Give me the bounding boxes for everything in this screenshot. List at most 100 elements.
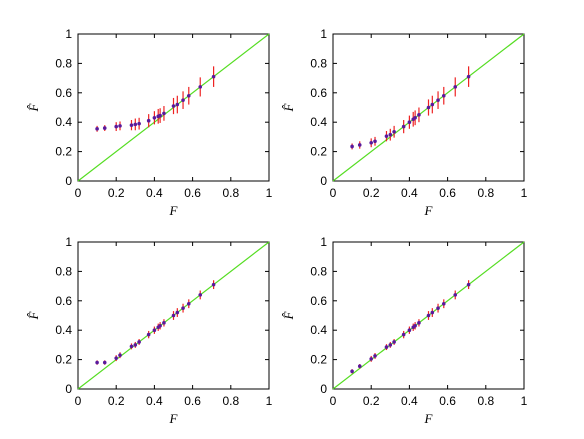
- x-tick-label: 0.8: [222, 394, 239, 408]
- data-point: [453, 85, 458, 89]
- data-point: [158, 113, 162, 118]
- data-point: [392, 340, 396, 344]
- x-axis-label: F: [169, 411, 179, 426]
- data-point: [175, 310, 180, 315]
- x-tick-label: 0: [330, 186, 337, 200]
- x-tick-label: 0.8: [222, 186, 239, 200]
- chart-panel-3: 0 0.2 0.4 0.6 0.8 1 0 0.2 0.4 0.6 0.8 1 F F̂: [26, 235, 273, 426]
- data-point: [413, 115, 417, 120]
- data-point: [430, 310, 435, 315]
- data-point: [162, 111, 166, 116]
- data-point: [137, 121, 141, 126]
- x-tick-label: 0.4: [146, 394, 163, 408]
- x-tick-label: 0: [75, 186, 82, 200]
- data-point: [407, 328, 412, 333]
- data-point: [175, 102, 180, 107]
- x-tick-label: 0.8: [477, 186, 494, 200]
- y-axis-label: F̂: [26, 102, 41, 112]
- x-axis-label: F: [169, 203, 179, 218]
- data-point: [388, 343, 393, 347]
- x-axis-label: F: [424, 411, 434, 426]
- data-point: [466, 282, 471, 287]
- x-tick-label: 0.4: [146, 186, 163, 200]
- y-tick-label: 0.2: [310, 145, 327, 159]
- data-point: [186, 301, 191, 306]
- y-tick-label: 0.8: [55, 264, 72, 278]
- data-point: [357, 143, 362, 147]
- y-axis-label: F̂: [281, 102, 296, 112]
- y-tick-label: 0.8: [310, 264, 327, 278]
- data-point: [152, 115, 157, 120]
- data-point: [426, 313, 431, 318]
- y-axis-label: F̂: [26, 310, 41, 320]
- data-point: [413, 323, 417, 328]
- axes-frame: [77, 241, 270, 390]
- data-point: [373, 139, 377, 144]
- data-point: [369, 357, 374, 361]
- data-point: [388, 132, 393, 137]
- chart-panel-1: 0 0.2 0.4 0.6 0.8 1 0 0.2 0.4 0.6 0.8 1 F F̂: [26, 27, 273, 218]
- data-point: [426, 105, 431, 110]
- data-point: [401, 124, 406, 129]
- y-tick-label: 0.2: [55, 145, 72, 159]
- x-tick-label: 0.4: [401, 186, 418, 200]
- data-point: [384, 345, 389, 349]
- chart-panel-2: 0 0.2 0.4 0.6 0.8 1 0 0.2 0.4 0.6 0.8 1 F F̂: [281, 27, 528, 218]
- data-point: [171, 313, 176, 318]
- data-point: [392, 129, 396, 134]
- data-point: [430, 102, 435, 107]
- data-point: [186, 93, 191, 98]
- data-point: [146, 118, 151, 123]
- y-tick-label: 0: [65, 382, 72, 396]
- x-tick-label: 0.6: [439, 186, 456, 200]
- x-tick-label: 0.2: [108, 186, 125, 200]
- y-tick-label: 0.4: [310, 115, 327, 129]
- data-point: [441, 301, 446, 306]
- y-tick-label: 0.6: [310, 294, 327, 308]
- x-tick-label: 0: [75, 394, 82, 408]
- x-tick-label: 0.6: [439, 394, 456, 408]
- y-tick-label: 0.2: [310, 353, 327, 367]
- data-point: [384, 134, 389, 138]
- data-point: [129, 123, 134, 127]
- x-tick-label: 0.2: [363, 186, 380, 200]
- axes-frame: [332, 33, 525, 182]
- x-tick-label: 0.6: [184, 186, 201, 200]
- data-point: [357, 364, 362, 369]
- x-tick-label: 1: [266, 186, 273, 200]
- data-point: [129, 344, 134, 349]
- y-tick-label: 0.8: [55, 56, 72, 70]
- data-point: [350, 144, 354, 149]
- y-tick-label: 0.4: [55, 323, 72, 337]
- y-axis-label: F̂: [281, 310, 296, 320]
- data-point: [95, 127, 99, 131]
- y-tick-label: 1: [320, 27, 327, 41]
- data-point: [158, 323, 162, 328]
- data-point: [417, 321, 421, 325]
- data-point: [95, 360, 99, 365]
- data-point: [102, 360, 107, 365]
- data-point: [118, 353, 122, 357]
- y-tick-label: 0.2: [55, 353, 72, 367]
- axes-frame: [77, 33, 270, 182]
- data-point: [152, 328, 157, 333]
- x-axis-label: F: [424, 203, 434, 218]
- data-point: [453, 293, 458, 297]
- data-point: [441, 93, 446, 98]
- x-tick-label: 0.2: [363, 394, 380, 408]
- y-tick-label: 0.6: [55, 86, 72, 100]
- x-tick-label: 1: [521, 394, 528, 408]
- data-point: [181, 98, 185, 102]
- data-point: [181, 306, 185, 310]
- data-point: [198, 85, 203, 89]
- x-tick-label: 0.8: [477, 394, 494, 408]
- x-tick-label: 0.4: [401, 394, 418, 408]
- data-point: [102, 126, 107, 130]
- data-point: [114, 356, 118, 360]
- data-point: [211, 282, 216, 287]
- data-point: [133, 122, 138, 127]
- data-point: [373, 354, 377, 358]
- x-tick-label: 1: [521, 186, 528, 200]
- y-tick-label: 0.4: [310, 323, 327, 337]
